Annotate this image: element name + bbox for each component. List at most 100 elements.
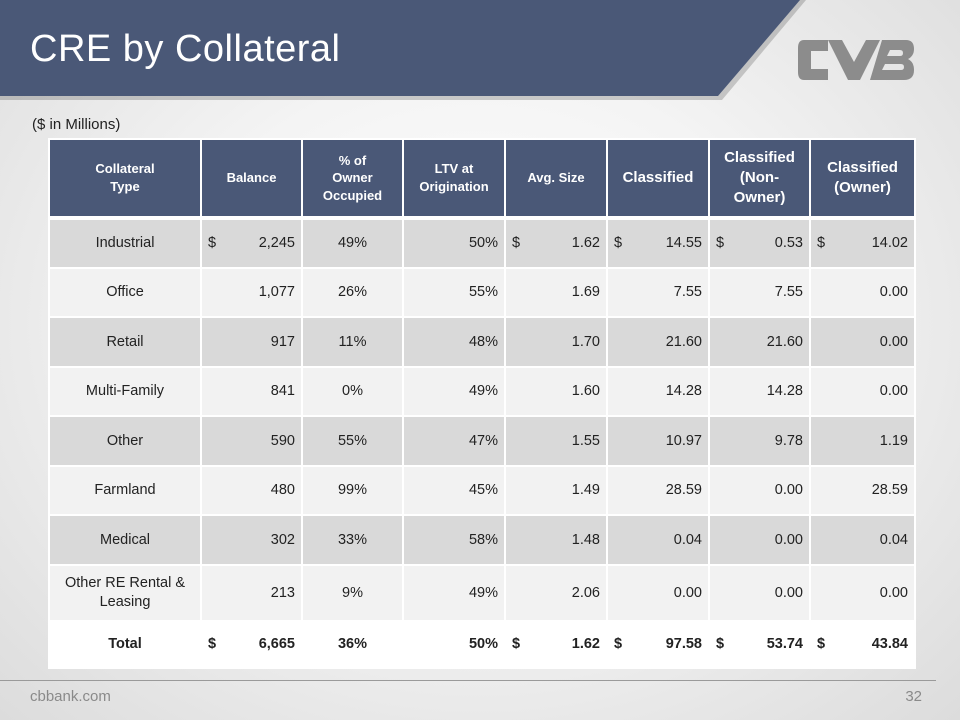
currency-symbol: $ [208,636,217,652]
cell-value: 1.62 [571,235,600,252]
column-header-text: Classified [724,148,795,166]
collateral-type: Total [108,635,142,652]
table-cell: 1.70 [504,316,608,368]
cell-value: 21.60 [766,333,803,350]
table-cell: 50% [402,216,506,269]
cell-value: 302 [270,531,295,548]
cell-value: 1,077 [258,284,295,301]
table-cell: 10.97 [606,415,710,467]
title-banner [0,0,800,96]
table-cell: 1.55 [504,415,608,467]
cell-value: 0.00 [879,383,908,400]
table-row: Other 590 55% 47% 1.55 10.97 9.78 1.19 [48,415,916,467]
table-row: Medical 302 33% 58% 1.48 0.04 0.00 0.04 [48,514,916,566]
cre-collateral-table: Collateral Type Balance % of Owner Occupied LT… [48,138,916,669]
table-cell: 21.60 [708,316,811,368]
cell-value: 28.59 [665,482,702,499]
cell-value: 1.62 [571,636,600,652]
table-cell: 9% [301,563,404,622]
table-row: Farmland 480 99% 45% 1.49 28.59 0.00 28.59 [48,464,916,516]
collateral-type: Other RE Rental & Leasing [64,575,186,610]
table-cell: Multi-Family [48,365,202,417]
table-cell: 0.00 [809,365,916,417]
table-cell: 99% [301,464,404,516]
table-cell: Other RE Rental & Leasing [48,563,202,622]
table-cell: Retail [48,316,202,368]
table-cell: $2,245 [200,216,303,269]
column-header: Avg. Size [504,138,608,219]
column-header-text: Balance [226,170,277,186]
cell-value: 0.00 [774,482,803,499]
table-cell: 1.19 [809,415,916,467]
table-body: Industrial $2,245 49% 50% $1.62 $14.55 $0.53 $1… [48,216,916,669]
currency-symbol: $ [512,235,521,252]
table-cell: 0.00 [606,563,710,622]
table-cell: 11% [301,316,404,368]
cell-value: 55% [468,284,498,301]
slide-title: CRE by Collateral [30,28,341,70]
cell-value: 26% [337,284,368,301]
column-header-text: Type [110,179,140,194]
cell-value: 58% [468,531,498,548]
column-header-text: Collateral [95,161,155,177]
column-header: Classified (Non- Owner) [708,138,811,219]
table-cell: 0.00 [809,316,916,368]
cell-value: 0.00 [774,584,803,601]
column-header: Classified (Owner) [809,138,916,219]
collateral-type: Other [106,432,144,449]
table-cell: 50% [402,619,506,669]
column-header-text: Owner) [733,189,786,207]
cell-value: 1.69 [571,284,600,301]
table-cell: 28.59 [809,464,916,516]
table-cell: Other [48,415,202,467]
table-cell: 0.00 [809,563,916,622]
currency-symbol: $ [817,636,826,652]
table-cell: 48% [402,316,506,368]
table-cell: 213 [200,563,303,622]
table-cell: 36% [301,619,404,669]
table-row: Industrial $2,245 49% 50% $1.62 $14.55 $0.53 $1… [48,216,916,269]
table-cell: Office [48,266,202,318]
column-header: Classified [606,138,710,219]
table-cell: $97.58 [606,619,710,669]
cell-value: 49% [468,584,498,601]
cell-value: 14.55 [665,235,702,252]
table-cell: 480 [200,464,303,516]
cell-value: 28.59 [871,482,908,499]
cell-value: 14.28 [766,383,803,400]
cell-value: 480 [270,482,295,499]
cell-value: 2,245 [258,235,295,252]
table-cell: 49% [402,365,506,417]
column-header-text: Classified [622,168,694,186]
currency-symbol: $ [716,636,725,652]
table-cell: $14.55 [606,216,710,269]
table-cell: 590 [200,415,303,467]
table-cell: $53.74 [708,619,811,669]
table-cell: 49% [402,563,506,622]
table-row: Other RE Rental & Leasing 213 9% 49% 2.06 0.0… [48,563,916,622]
table-cell: 55% [402,266,506,318]
cell-value: 50% [468,235,498,252]
column-header-text: (Owner) [834,179,891,196]
cell-value: 14.28 [665,383,702,400]
column-header-text: % of [338,152,367,168]
table-cell: 1,077 [200,266,303,318]
table-cell: 302 [200,514,303,566]
table-cell: 1.48 [504,514,608,566]
cell-value: 97.58 [665,636,702,652]
column-header: % of Owner Occupied [301,138,404,219]
cvb-logo-icon [798,40,914,80]
cell-value: 48% [468,333,498,350]
table-cell: 21.60 [606,316,710,368]
cell-value: 7.55 [673,284,702,301]
table-cell: 28.59 [606,464,710,516]
currency-symbol: $ [716,235,725,252]
table-cell: 1.69 [504,266,608,318]
table-row: Office 1,077 26% 55% 1.69 7.55 7.55 0.00 [48,266,916,318]
table-cell: 26% [301,266,404,318]
column-header-text: Occupied [322,187,383,203]
cell-value: 14.02 [871,235,908,252]
cell-value: 7.55 [774,284,803,301]
column-header: Collateral Type [48,138,202,219]
currency-symbol: $ [512,636,521,652]
